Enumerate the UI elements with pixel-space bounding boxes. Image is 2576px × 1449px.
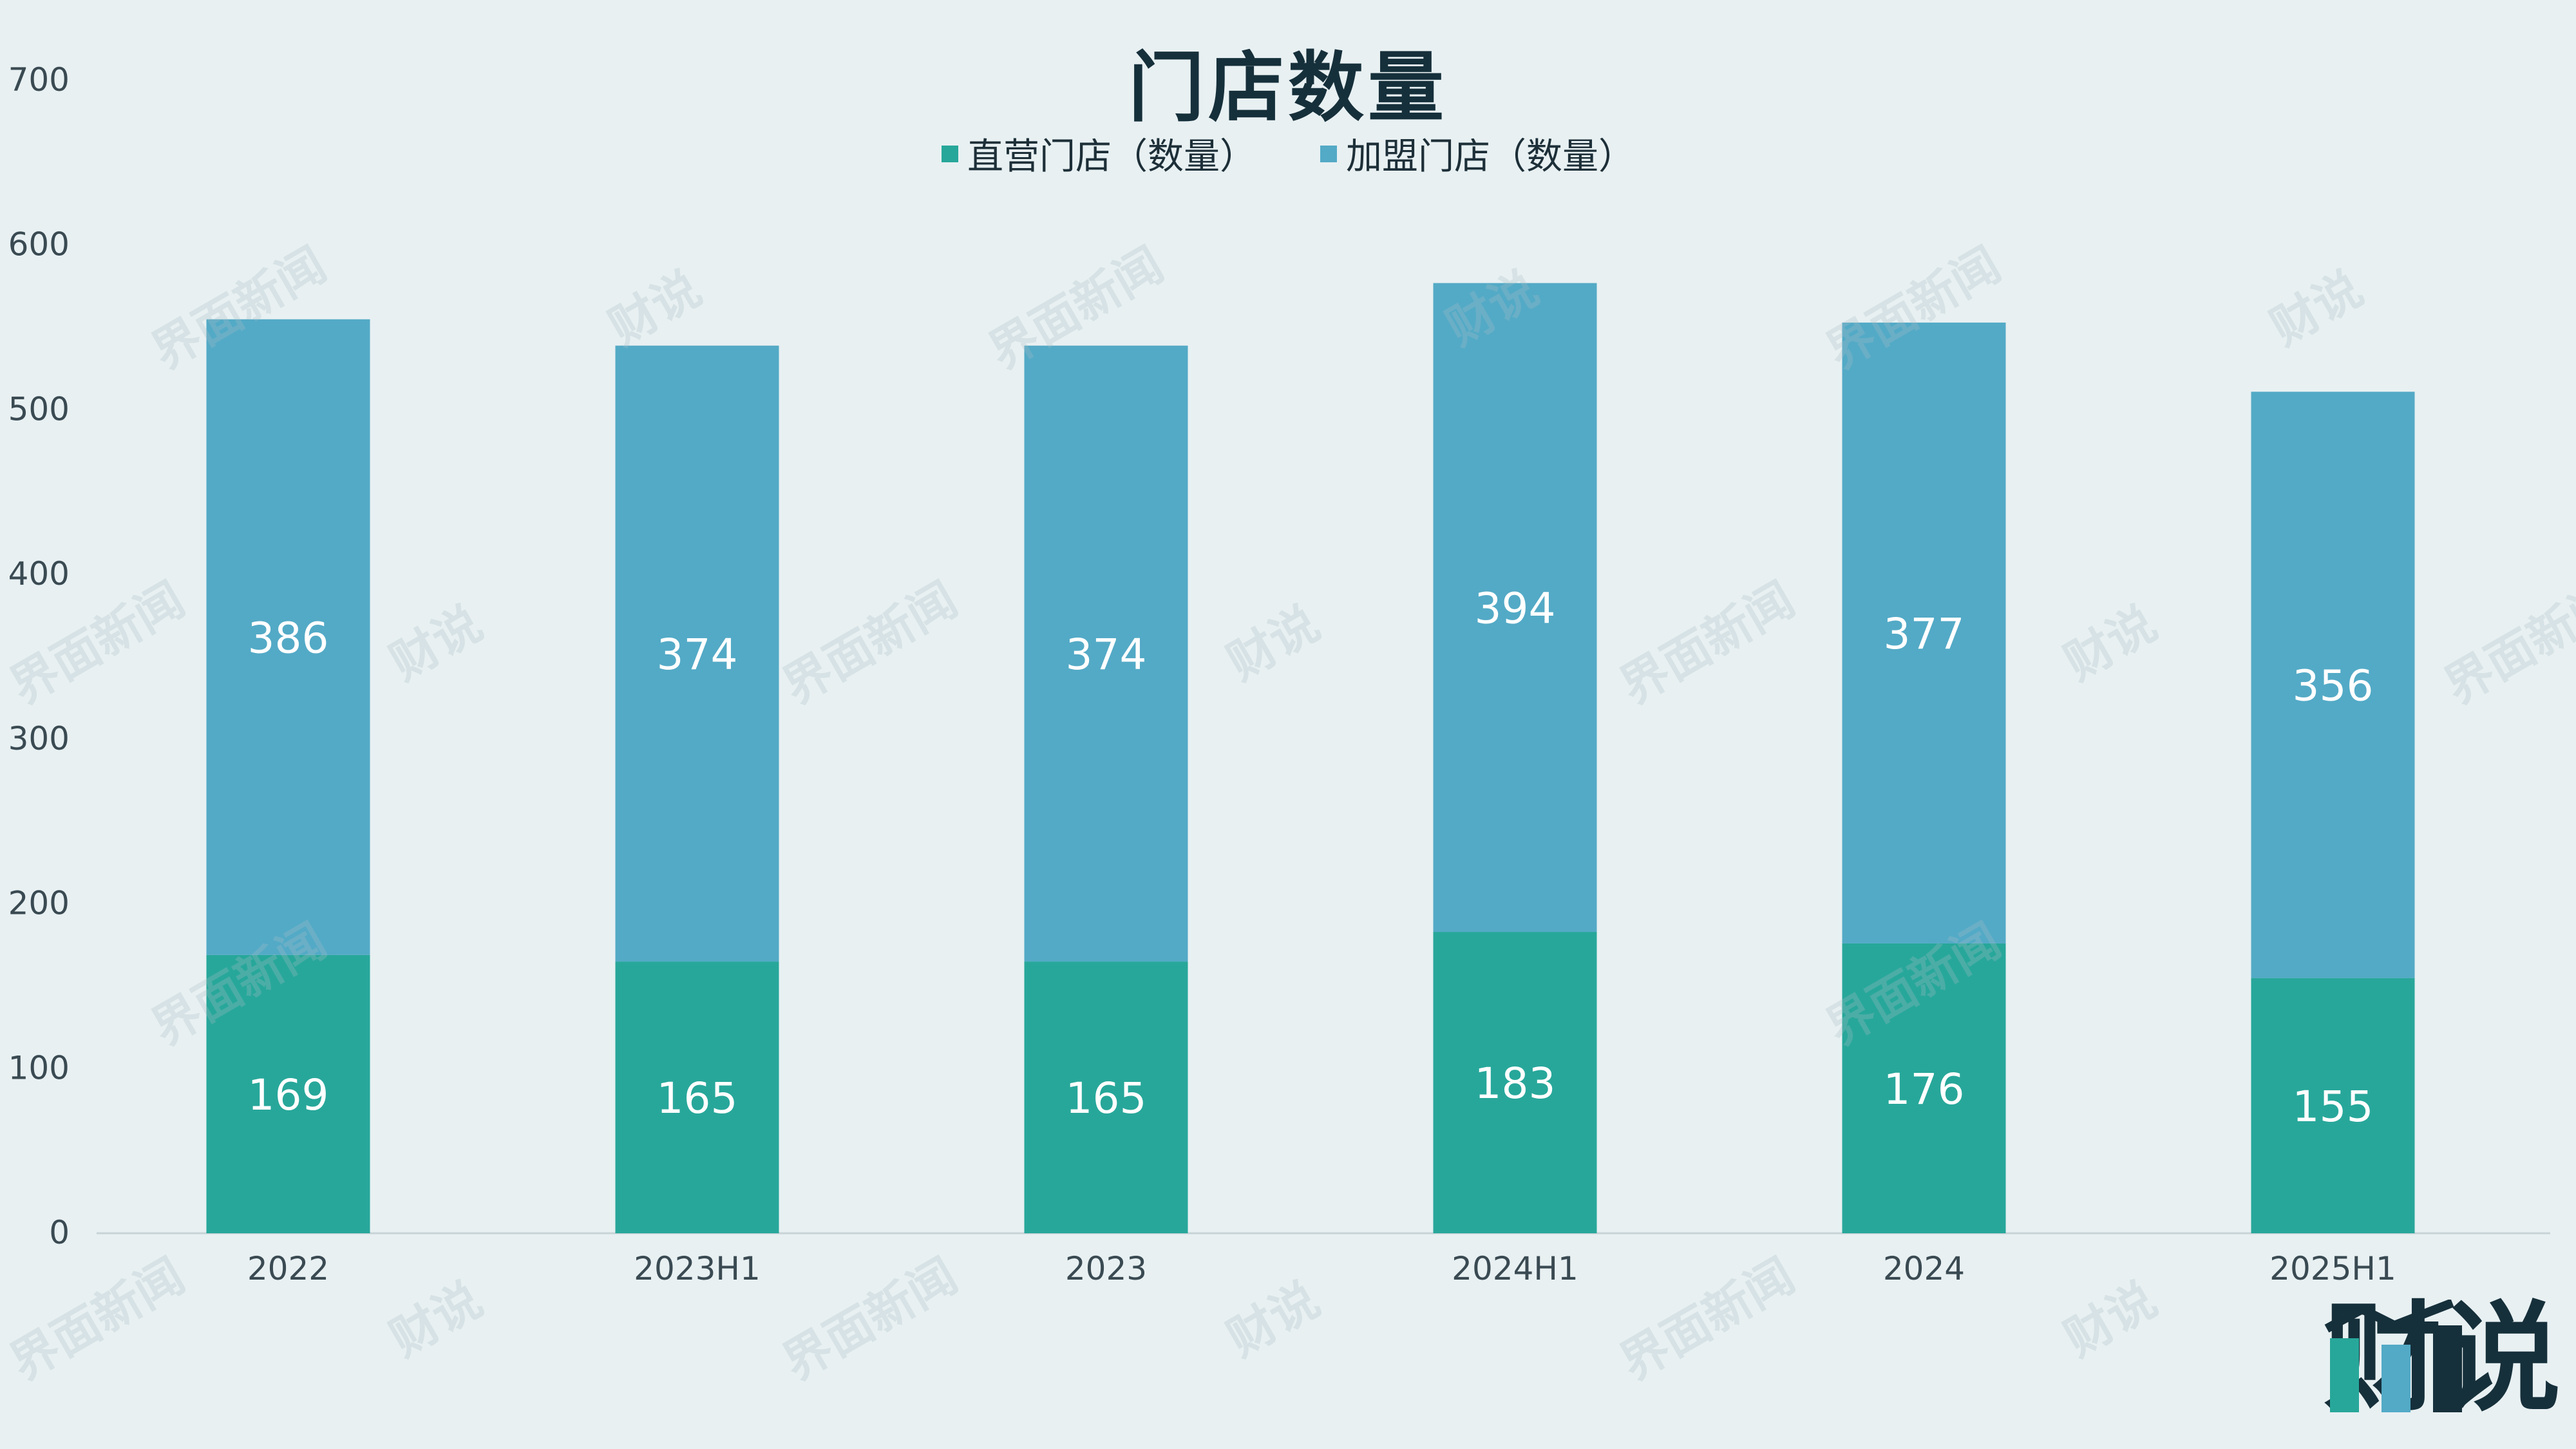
y-tick-label: 200 (8, 885, 70, 922)
data-label: 374 (1066, 630, 1147, 679)
data-label: 169 (248, 1070, 329, 1120)
bar-direct (1842, 943, 2006, 1233)
x-tick-label: 2024H1 (1452, 1250, 1578, 1287)
bar-direct (1024, 961, 1188, 1233)
legend-item-direct: 直营门店（数量） (942, 128, 1256, 180)
bar-franchise (1024, 345, 1188, 962)
data-label: 374 (657, 630, 738, 679)
bar-direct (615, 961, 779, 1233)
bar-direct (206, 954, 370, 1233)
y-tick-label: 600 (8, 226, 70, 263)
y-tick-label: 100 (8, 1049, 70, 1086)
y-tick-label: 0 (49, 1214, 70, 1251)
bar-franchise (2251, 392, 2415, 978)
bar-franchise (1433, 283, 1597, 933)
legend-label-franchise: 加盟门店（数量） (1346, 136, 1634, 178)
legend-swatch-franchise (1320, 145, 1337, 162)
legend-swatch-direct (942, 145, 958, 162)
x-tick-label: 2023 (1065, 1250, 1147, 1287)
data-label: 155 (2293, 1082, 2374, 1132)
y-tick-label: 300 (8, 720, 70, 757)
chart-title: 门店数量 (1128, 43, 1448, 132)
logo-bars-icon (2324, 1300, 2462, 1412)
bar-direct (2251, 978, 2415, 1233)
data-label: 377 (1884, 609, 1965, 659)
legend-item-franchise: 加盟门店（数量） (1320, 128, 1634, 180)
data-label: 394 (1475, 583, 1556, 633)
x-tick-label: 2024 (1883, 1250, 1965, 1287)
bar-franchise (1842, 322, 2006, 943)
data-label: 183 (1475, 1059, 1556, 1108)
bar-franchise (206, 319, 370, 955)
bar-franchise (615, 345, 779, 962)
x-tick-label: 2025H1 (2269, 1250, 2396, 1287)
bar-direct (1433, 932, 1597, 1233)
x-tick-label: 2022 (247, 1250, 329, 1287)
data-label: 165 (1066, 1074, 1147, 1123)
data-label: 356 (2293, 661, 2374, 710)
x-tick-label: 2023H1 (634, 1250, 761, 1287)
y-tick-label: 400 (8, 555, 70, 592)
data-label: 176 (1884, 1065, 1965, 1114)
y-tick-label: 700 (8, 61, 70, 99)
legend-label-direct: 直营门店（数量） (967, 136, 1256, 178)
legend: 直营门店（数量） 加盟门店（数量） (0, 128, 2576, 180)
data-label: 165 (657, 1074, 738, 1123)
data-label: 386 (248, 613, 329, 663)
y-tick-label: 500 (8, 390, 70, 428)
caishuo-logo: 财说 (2324, 1300, 2561, 1418)
